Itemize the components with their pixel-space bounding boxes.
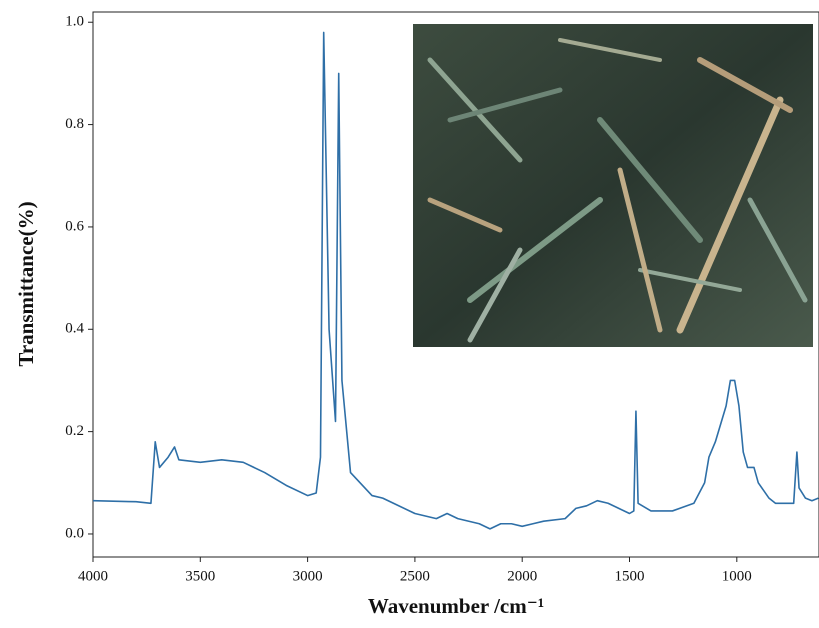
y-tick-label: 0.0: [65, 525, 84, 541]
x-tick-label: 2500: [400, 568, 430, 584]
y-axis-title: Transmittance(%): [14, 201, 38, 366]
y-tick-label: 1.0: [65, 14, 84, 30]
spectrum-line: [92, 31, 819, 530]
x-tick-label: 4000: [78, 568, 108, 584]
y-tick-label: 0.6: [65, 218, 84, 234]
y-tick-label: 0.8: [65, 116, 84, 132]
x-axis-title: Wavenumber /cm⁻¹: [368, 594, 544, 618]
x-tick-label: 3500: [185, 568, 215, 584]
x-tick-label: 1500: [615, 568, 645, 584]
plot-frame: [92, 11, 819, 558]
x-tick-label: 1000: [722, 568, 752, 584]
inset-photo: [413, 24, 813, 347]
x-tick-label: 2000: [507, 568, 537, 584]
y-tick-label: 0.2: [65, 423, 84, 439]
x-tick-label: 3000: [293, 568, 323, 584]
y-tick-label: 0.4: [65, 321, 84, 337]
